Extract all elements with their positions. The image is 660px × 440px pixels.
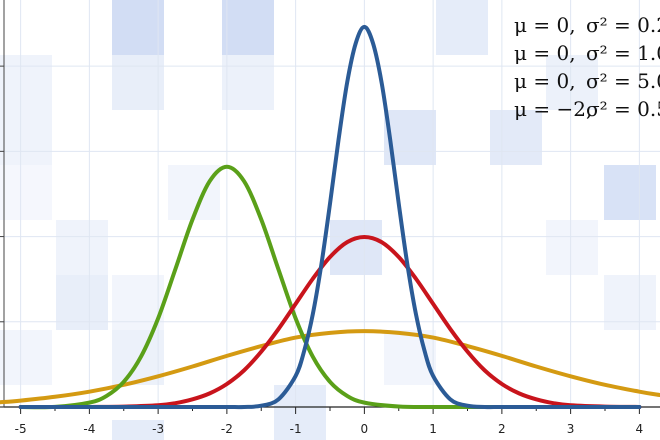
background-tile [222,0,274,55]
x-tick-label: 1 [429,422,437,436]
x-tick-label: 4 [636,422,644,436]
background-tile [56,275,108,330]
background-tile [546,220,598,275]
legend-entry-1-mu: μ = 0, [514,41,576,65]
legend-entry-0-sigma: σ² = 0.2 [586,13,660,37]
background-tile [490,110,542,165]
background-tile [0,55,52,110]
x-tick-label: 0 [361,422,369,436]
x-tick-label: -4 [83,422,95,436]
background-tile [0,330,52,385]
background-tile [56,220,108,275]
legend-entry-3-mu: μ = −2, [514,97,592,121]
background-tile [436,0,488,55]
background-tile [0,165,52,220]
legend-entry-2-mu: μ = 0, [514,69,576,93]
x-tick-label: -5 [15,422,27,436]
background-tile [604,165,656,220]
background-tile [604,275,656,330]
x-tick-label: -3 [152,422,164,436]
x-tick-label: 2 [498,422,506,436]
chart-grid [0,0,660,408]
x-tick-label: 3 [567,422,575,436]
legend-entry-1-sigma: σ² = 1.0 [586,41,660,65]
background-tile [546,55,598,110]
background-tile [112,420,164,440]
background-tile [0,110,52,165]
legend-entry-2-sigma: σ² = 5.0 [586,69,660,93]
series-line-1 [18,234,642,410]
background-tile [112,0,164,55]
chart-series [0,24,660,410]
chart-legend: μ = 0, σ² = 0.2 μ = 0, σ² = 1.0 μ = 0, σ² = 5… [514,13,660,121]
x-tick-label: -1 [290,422,302,436]
legend-entry-3-sigma: σ² = 0.5 [586,97,660,121]
x-tick-label: -2 [221,422,233,436]
background-tile [112,55,164,110]
legend-entry-0-mu: μ = 0, [514,13,576,37]
series-line-0 [18,24,642,410]
series-line-2 [0,329,660,405]
background-tile [222,55,274,110]
